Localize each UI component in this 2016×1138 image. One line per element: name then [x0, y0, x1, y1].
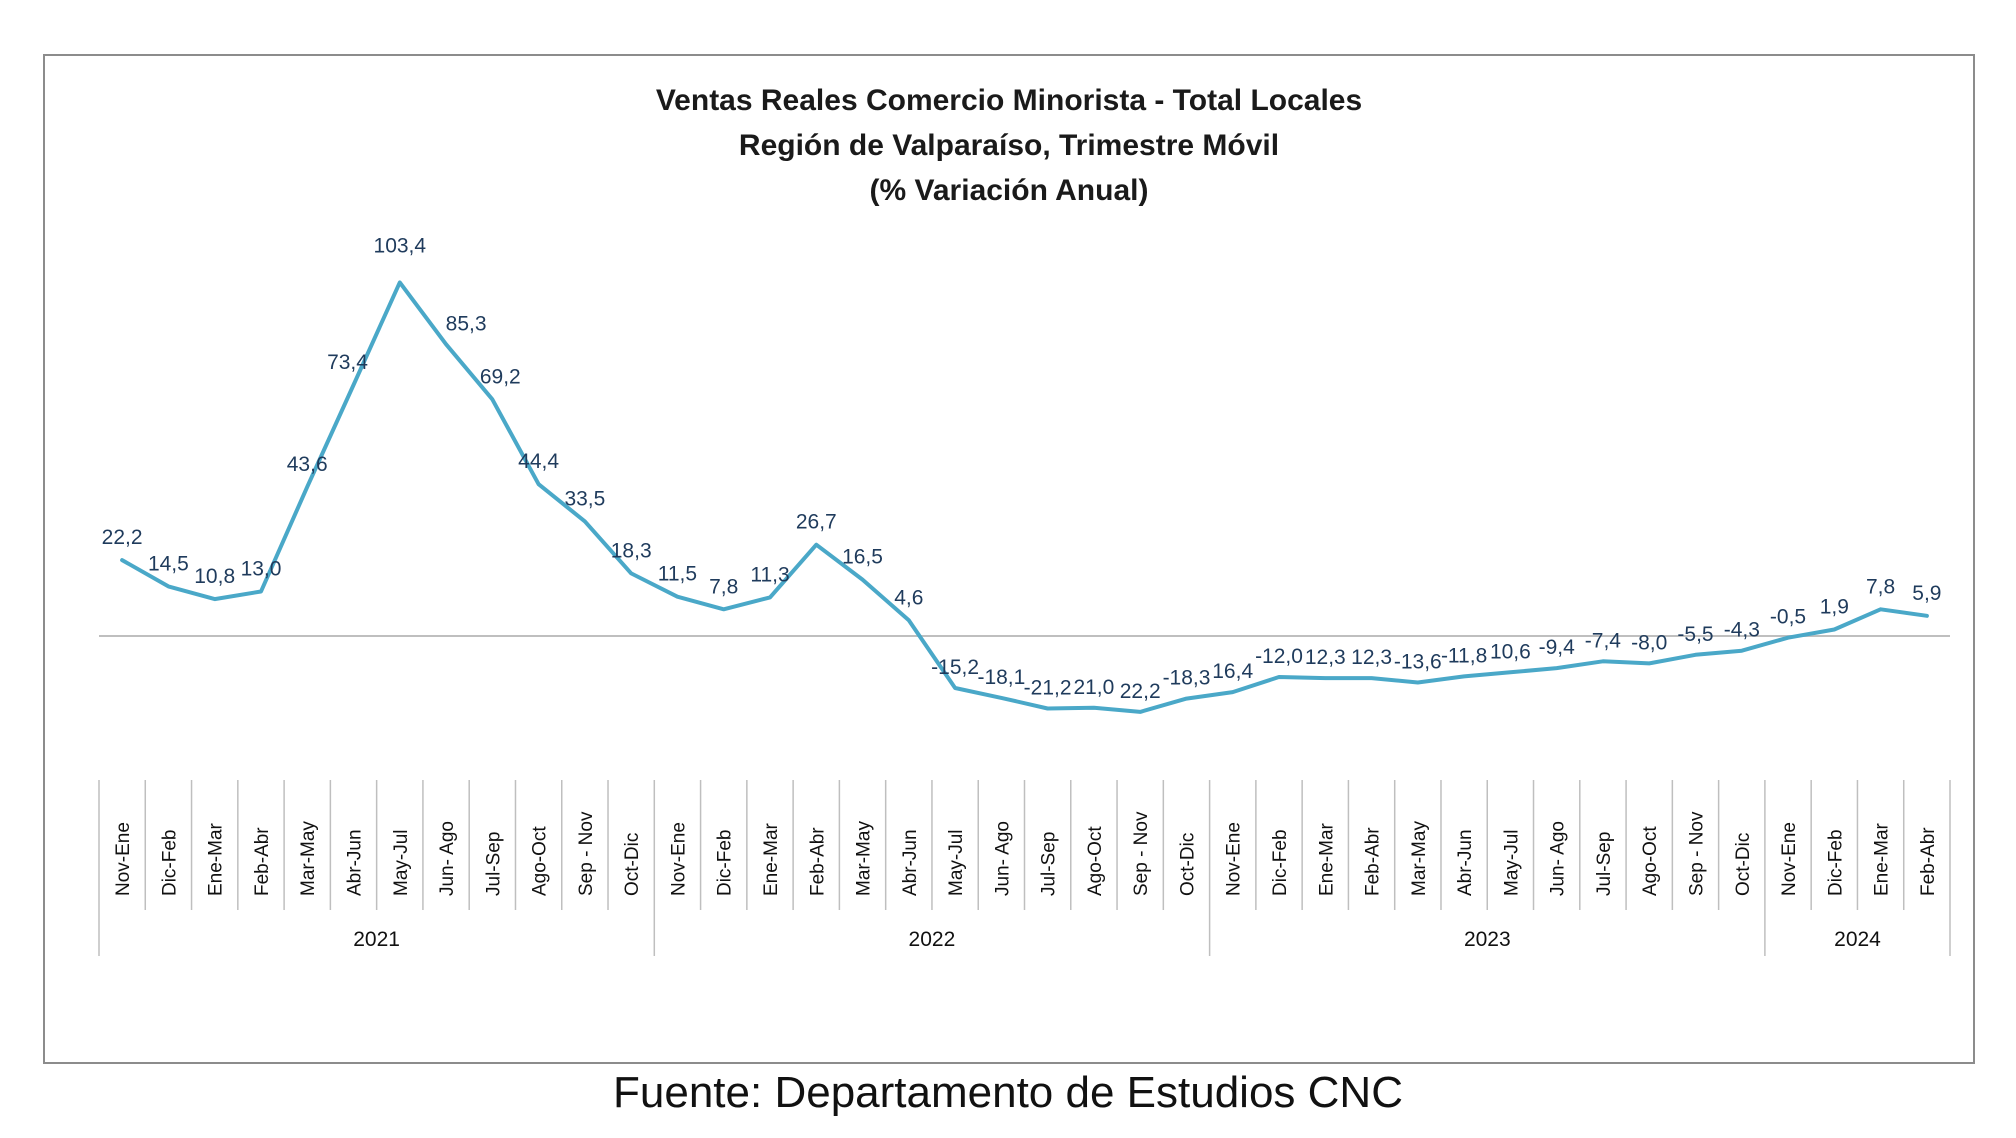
- x-tick-label: Oct-Dic: [622, 833, 643, 896]
- x-tick-label: Oct-Dic: [1178, 833, 1199, 896]
- data-label: 21,0: [1073, 676, 1114, 699]
- data-label: 12,3: [1305, 646, 1346, 669]
- x-tick-label: May-Jul: [946, 829, 967, 896]
- x-tick-label: May-Jul: [1501, 829, 1522, 896]
- x-tick-label: Abr-Jun: [900, 829, 921, 896]
- x-tick-label: Sep - Nov: [576, 811, 597, 896]
- data-label: 1,9: [1820, 596, 1849, 619]
- data-label: -13,6: [1394, 651, 1442, 674]
- x-tick-label: Feb-Abr: [807, 827, 828, 896]
- data-label: 18,3: [611, 539, 652, 562]
- x-tick-label: Mar-May: [854, 821, 875, 896]
- data-label: 16,5: [842, 546, 883, 569]
- x-tick-label: Ago-Oct: [530, 826, 551, 896]
- year-label: 2021: [353, 928, 400, 951]
- chart-title-line-3: (% Variación Anual): [869, 174, 1149, 207]
- data-label: 12,3: [1351, 646, 1392, 669]
- data-label: -18,1: [977, 666, 1025, 689]
- x-tick-label: Oct-Dic: [1733, 833, 1754, 896]
- data-label: -15,2: [931, 656, 979, 679]
- data-label: -21,2: [1024, 677, 1072, 700]
- x-tick-label: Dic-Feb: [1825, 829, 1846, 896]
- x-tick-label: Ene-Mar: [761, 822, 782, 896]
- data-label: -9,4: [1539, 636, 1576, 659]
- x-tick-label: Dic-Feb: [715, 829, 736, 896]
- data-label: 26,7: [796, 511, 837, 534]
- x-tick-label: Ago-Oct: [1640, 826, 1661, 896]
- x-tick-label: Jun- Ago: [992, 821, 1013, 896]
- data-label: -7,4: [1585, 629, 1622, 652]
- x-tick-label: Jul-Sep: [1594, 832, 1615, 896]
- data-label: 13,0: [241, 558, 282, 581]
- x-tick-label: Nov-Ene: [668, 822, 689, 896]
- x-tick-label: Ene-Mar: [206, 822, 227, 896]
- data-label: -0,5: [1770, 606, 1806, 629]
- x-tick-label: Feb-Abr: [1363, 827, 1384, 896]
- series-line: [120, 280, 1929, 714]
- data-label: 7,8: [1866, 575, 1895, 598]
- year-label: 2022: [909, 928, 956, 951]
- x-tick-label: Abr-Jun: [345, 829, 366, 896]
- x-tick-label: Ene-Mar: [1316, 822, 1337, 896]
- x-tick-label: Jun- Ago: [437, 821, 458, 896]
- chart-frame: Ventas Reales Comercio Minorista - Total…: [43, 54, 1975, 1064]
- year-label: 2024: [1834, 928, 1881, 951]
- x-tick-label: Feb-Abr: [1918, 827, 1939, 896]
- x-tick-label: Jul-Sep: [483, 832, 504, 896]
- x-tick-label: Mar-May: [1409, 821, 1430, 896]
- data-label: 7,8: [709, 575, 738, 598]
- data-label: 11,3: [750, 563, 789, 586]
- source-note: Fuente: Departamento de Estudios CNC: [613, 1068, 1403, 1117]
- data-label: 69,2: [480, 365, 521, 388]
- data-label: -12,0: [1255, 645, 1303, 668]
- x-tick-label: Dic-Feb: [1270, 829, 1291, 896]
- data-label: 85,3: [446, 312, 487, 335]
- data-label: 44,4: [518, 450, 559, 473]
- x-tick-label: Abr-Jun: [1455, 829, 1476, 896]
- x-tick-label: May-Jul: [391, 829, 412, 896]
- x-tick-label: Nov-Ene: [1779, 822, 1800, 896]
- data-label: 14,5: [148, 552, 189, 575]
- x-tick-label: Nov-Ene: [1224, 822, 1245, 896]
- data-label: 5,9: [1912, 582, 1941, 605]
- data-label: 10,8: [194, 565, 235, 588]
- chart-title: Ventas Reales Comercio Minorista - Total…: [45, 78, 1973, 213]
- data-label: 73,4: [327, 351, 368, 374]
- data-label: 11,5: [658, 563, 697, 586]
- data-label: 103,4: [374, 234, 427, 257]
- x-tick-label: Ene-Mar: [1872, 822, 1893, 896]
- data-label: 22,2: [1120, 680, 1161, 703]
- data-label: -5,5: [1677, 623, 1713, 646]
- data-label: 16,4: [1212, 660, 1253, 683]
- x-tick-label: Jun- Ago: [1548, 821, 1569, 896]
- x-tick-label: Feb-Abr: [252, 827, 273, 896]
- x-tick-label: Dic-Feb: [159, 829, 180, 896]
- x-tick-label: Mar-May: [298, 821, 319, 896]
- data-label: -11,8: [1441, 644, 1487, 667]
- data-label: 33,5: [564, 487, 605, 510]
- data-label: 22,2: [102, 526, 143, 549]
- data-label: 10,6: [1490, 640, 1531, 663]
- data-label: -4,3: [1724, 619, 1760, 642]
- data-label: 43,6: [287, 453, 328, 476]
- data-label: 4,6: [894, 586, 923, 609]
- year-label: 2023: [1464, 928, 1511, 951]
- data-label: -8,0: [1631, 631, 1667, 654]
- x-tick-label: Nov-Ene: [113, 822, 134, 896]
- chart-title-line-2: Región de Valparaíso, Trimestre Móvil: [738, 129, 1280, 162]
- chart-title-line-1: Ventas Reales Comercio Minorista - Total…: [655, 84, 1363, 117]
- x-tick-label: Ago-Oct: [1085, 826, 1106, 896]
- x-tick-label: Sep - Nov: [1131, 811, 1152, 896]
- x-tick-label: Sep - Nov: [1687, 811, 1708, 896]
- x-tick-label: Jul-Sep: [1039, 832, 1060, 896]
- data-label: -18,3: [1163, 667, 1211, 690]
